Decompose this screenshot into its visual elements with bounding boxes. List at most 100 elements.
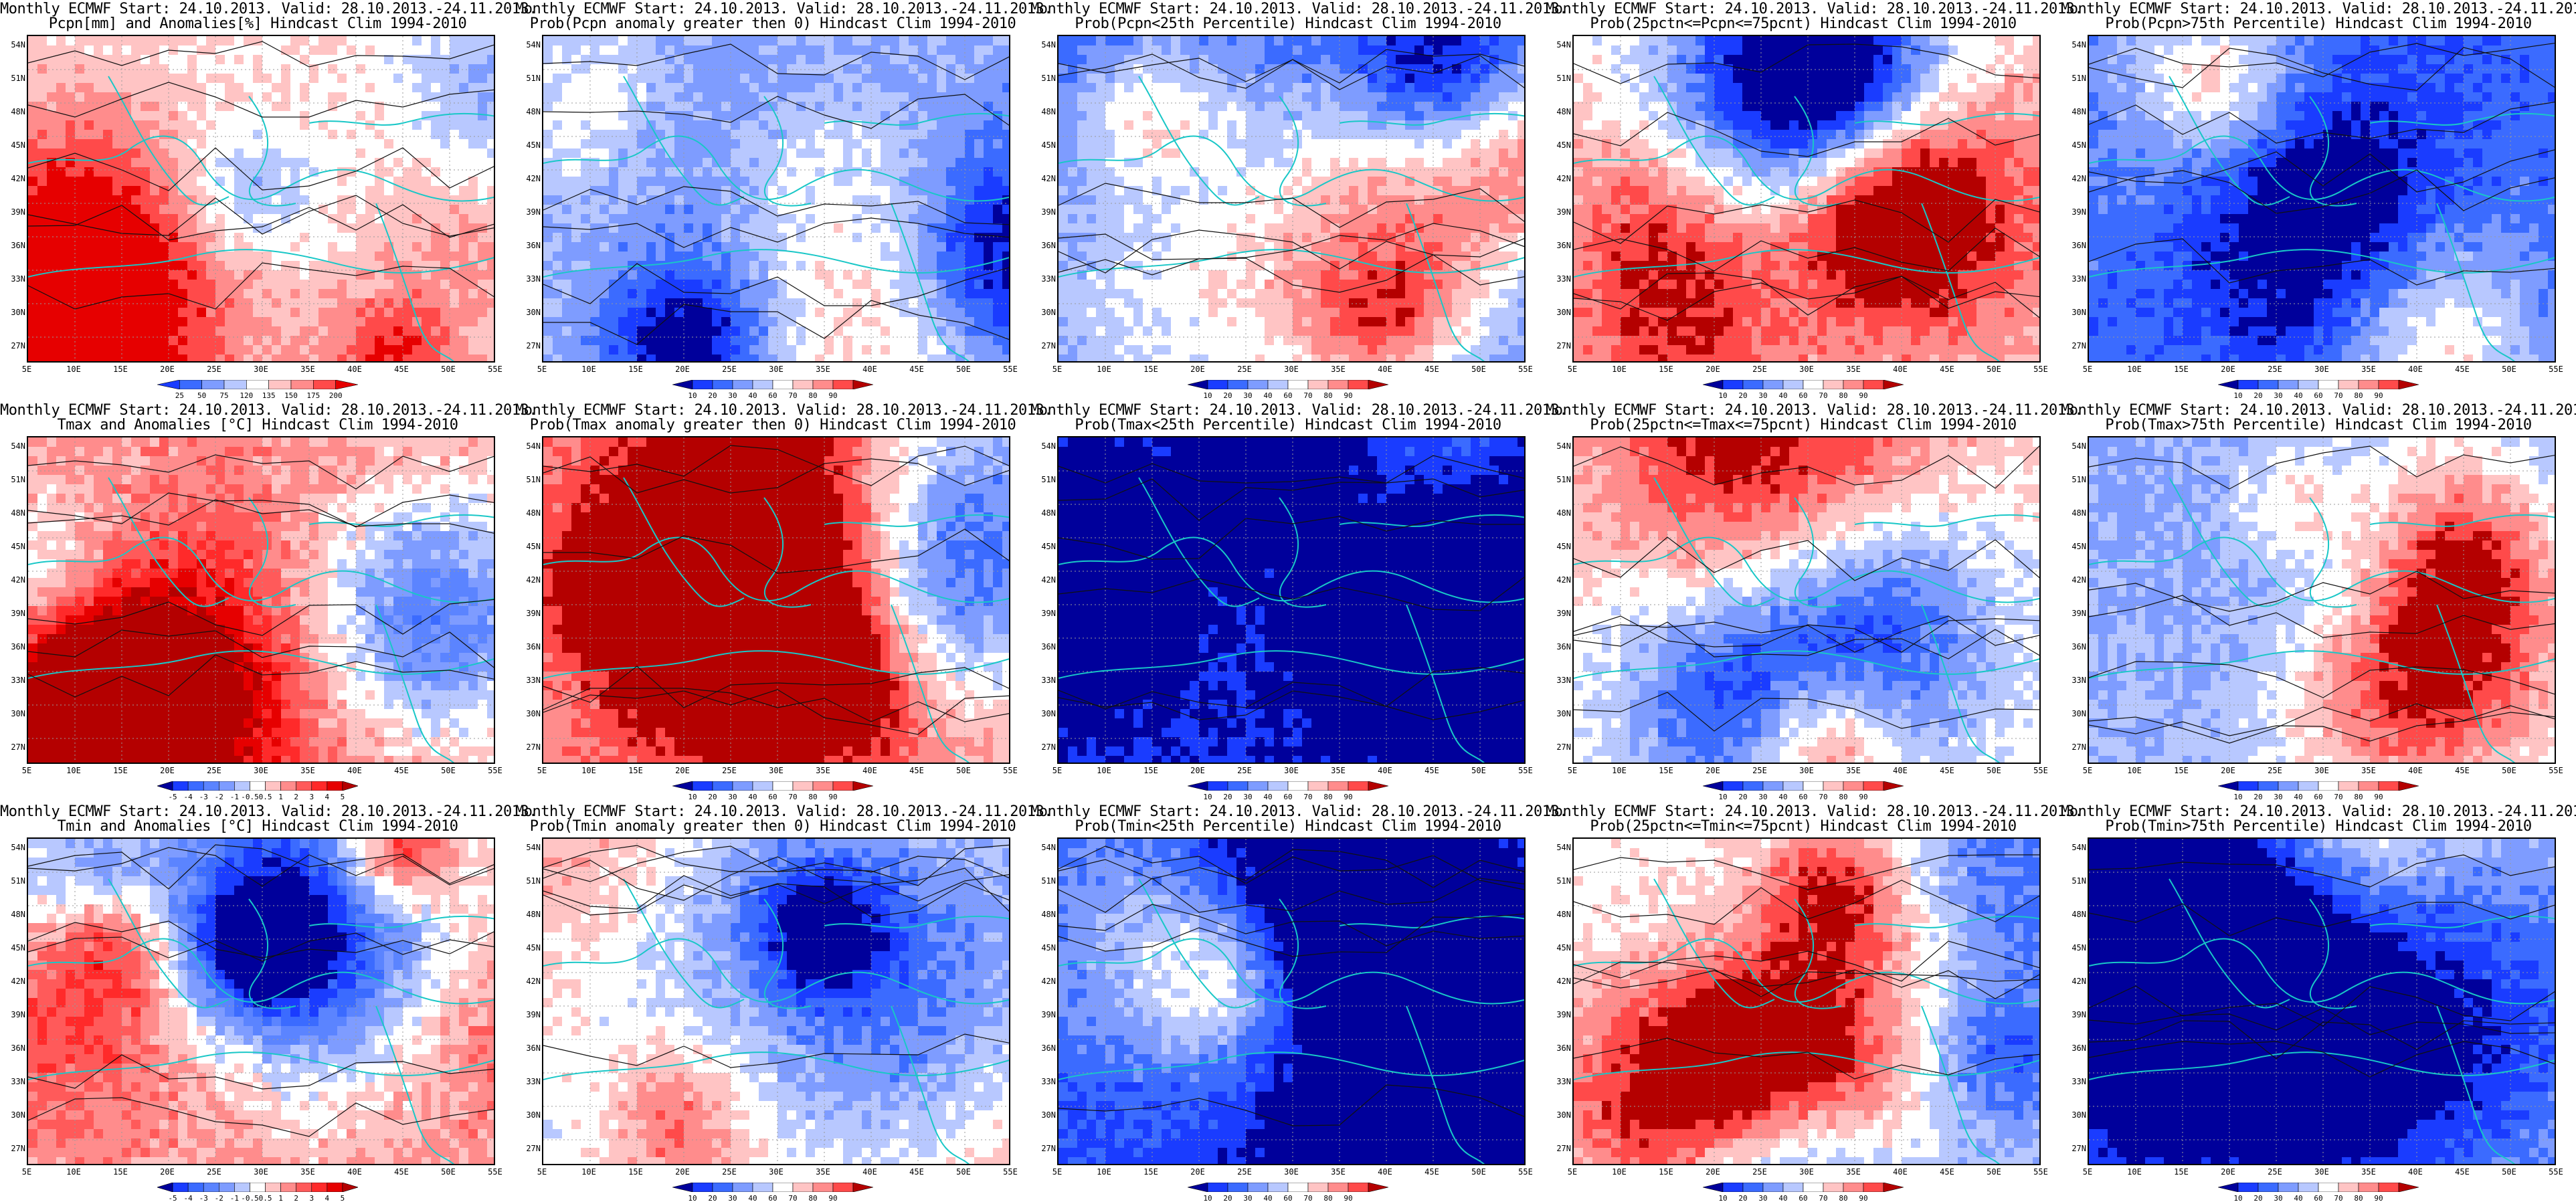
latitude-label: 27N — [1034, 1144, 1056, 1153]
longitude-label: 15E — [2174, 1167, 2189, 1177]
longitude-label: 10E — [581, 766, 596, 775]
latitude-label: 39N — [1034, 1010, 1056, 1019]
latitude-label: 36N — [4, 1043, 25, 1053]
latitude-label: 48N — [519, 508, 541, 518]
longitude-label: 5E — [1568, 365, 1577, 374]
longitude-label: 45E — [909, 766, 924, 775]
longitude-label: 55E — [2549, 1167, 2563, 1177]
longitude-label: 50E — [441, 766, 456, 775]
longitude-label: 25E — [2268, 1167, 2282, 1177]
latitude-label: 45N — [519, 943, 541, 952]
latitude-label: 30N — [2065, 709, 2086, 718]
forecast-map — [1057, 35, 1526, 363]
latitude-label: 27N — [519, 1144, 541, 1153]
longitude-label: 10E — [1612, 1167, 1627, 1177]
longitude-label: 40E — [347, 1167, 362, 1177]
longitude-label: 50E — [1471, 365, 1486, 374]
longitude-label: 10E — [66, 766, 81, 775]
map-panel: Monthly ECMWF Start: 24.10.2013. Valid: … — [2061, 401, 2576, 803]
longitude-label: 5E — [1052, 365, 1062, 374]
colorbar-label: 30 — [728, 391, 737, 400]
latitude-label: 36N — [2065, 642, 2086, 651]
latitude-label: 33N — [1034, 274, 1056, 284]
map-panel: Monthly ECMWF Start: 24.10.2013. Valid: … — [1030, 803, 1568, 1204]
latitude-label: 48N — [1550, 508, 1571, 518]
longitude-label: 55E — [1518, 766, 1533, 775]
latitude-label: 48N — [2065, 508, 2086, 518]
longitude-label: 5E — [2083, 365, 2092, 374]
longitude-label: 45E — [909, 1167, 924, 1177]
colorbar-label: 20 — [1223, 391, 1232, 400]
latitude-label: 36N — [519, 642, 541, 651]
longitude-label: 30E — [769, 365, 784, 374]
latitude-label: 33N — [1034, 676, 1056, 685]
map-panel: Monthly ECMWF Start: 24.10.2013. Valid: … — [2061, 803, 2576, 1204]
longitude-label: 30E — [1284, 365, 1299, 374]
colorbar-label: 70 — [1819, 1194, 1827, 1203]
forecast-map — [1572, 837, 2041, 1165]
panel-title-line2: Prob(Tmin anomaly greater then 0) Hindca… — [515, 819, 1030, 835]
longitude-label: 20E — [2221, 1167, 2235, 1177]
colorbar-label: 90 — [2374, 1194, 2383, 1203]
latitude-label: 30N — [1034, 308, 1056, 317]
longitude-label: 15E — [113, 365, 128, 374]
map-panel: Monthly ECMWF Start: 24.10.2013. Valid: … — [515, 401, 1052, 803]
latitude-label: 33N — [1550, 1077, 1571, 1086]
forecast-map — [2088, 436, 2556, 764]
colorbar-label: 40 — [2294, 793, 2302, 801]
longitude-label: 15E — [628, 766, 643, 775]
latitude-label: 45N — [4, 542, 25, 551]
panel-title-line1: Monthly ECMWF Start: 24.10.2013. Valid: … — [2061, 403, 2576, 419]
colorbar-label: 4 — [325, 793, 330, 801]
latitude-label: 27N — [1034, 341, 1056, 350]
panel-title-line1: Monthly ECMWF Start: 24.10.2013. Valid: … — [0, 1, 537, 17]
latitude-label: 54N — [4, 843, 25, 852]
longitude-label: 55E — [1518, 1167, 1533, 1177]
latitude-label: 48N — [4, 107, 25, 116]
forecast-map — [542, 837, 1010, 1165]
colorbar-label: 70 — [1303, 391, 1312, 400]
latitude-label: 48N — [1034, 910, 1056, 919]
longitude-label: 25E — [722, 766, 737, 775]
latitude-label: 42N — [1550, 174, 1571, 183]
colorbar-label: 20 — [708, 391, 717, 400]
panel-title-line2: Prob(Pcpn>75th Percentile) Hindcast Clim… — [2061, 16, 2576, 32]
latitude-label: 39N — [2065, 1010, 2086, 1019]
panel-title-line2: Prob(Tmax<25th Percentile) Hindcast Clim… — [1030, 417, 1546, 433]
colorbar-label: -3 — [199, 793, 208, 801]
longitude-label: 15E — [2174, 766, 2189, 775]
colorbar-label: 5 — [341, 1194, 345, 1203]
colorbar-label: 0.5 — [259, 793, 272, 801]
latitude-label: 39N — [519, 207, 541, 217]
latitude-label: 30N — [2065, 308, 2086, 317]
colorbar-label: 40 — [2294, 391, 2302, 400]
colorbar-label: 70 — [2334, 1194, 2342, 1203]
longitude-label: 25E — [2268, 365, 2282, 374]
latitude-label: 30N — [1550, 1110, 1571, 1120]
colorbar-label: 60 — [768, 793, 777, 801]
longitude-label: 25E — [207, 365, 221, 374]
colorbar-label: 40 — [1263, 1194, 1272, 1203]
latitude-label: 42N — [4, 575, 25, 585]
colorbar-label: 10 — [2233, 1194, 2242, 1203]
longitude-label: 50E — [1471, 766, 1486, 775]
colorbar-label: 5 — [341, 793, 345, 801]
map-panel: Monthly ECMWF Start: 24.10.2013. Valid: … — [0, 803, 537, 1204]
colorbar-label: -4 — [184, 793, 193, 801]
latitude-label: 33N — [1550, 274, 1571, 284]
longitude-label: 50E — [1987, 766, 2001, 775]
longitude-label: 5E — [22, 766, 31, 775]
longitude-label: 35E — [816, 1167, 830, 1177]
longitude-label: 20E — [675, 365, 690, 374]
latitude-label: 33N — [4, 274, 25, 284]
latitude-label: 51N — [1550, 74, 1571, 83]
longitude-label: 50E — [2502, 365, 2516, 374]
colorbar-label: 1 — [278, 793, 283, 801]
latitude-label: 45N — [4, 140, 25, 150]
longitude-label: 10E — [1097, 766, 1111, 775]
latitude-label: 27N — [1550, 341, 1571, 350]
longitude-label: 55E — [2549, 365, 2563, 374]
longitude-label: 5E — [1052, 766, 1062, 775]
panel-title-line1: Monthly ECMWF Start: 24.10.2013. Valid: … — [515, 804, 1052, 820]
